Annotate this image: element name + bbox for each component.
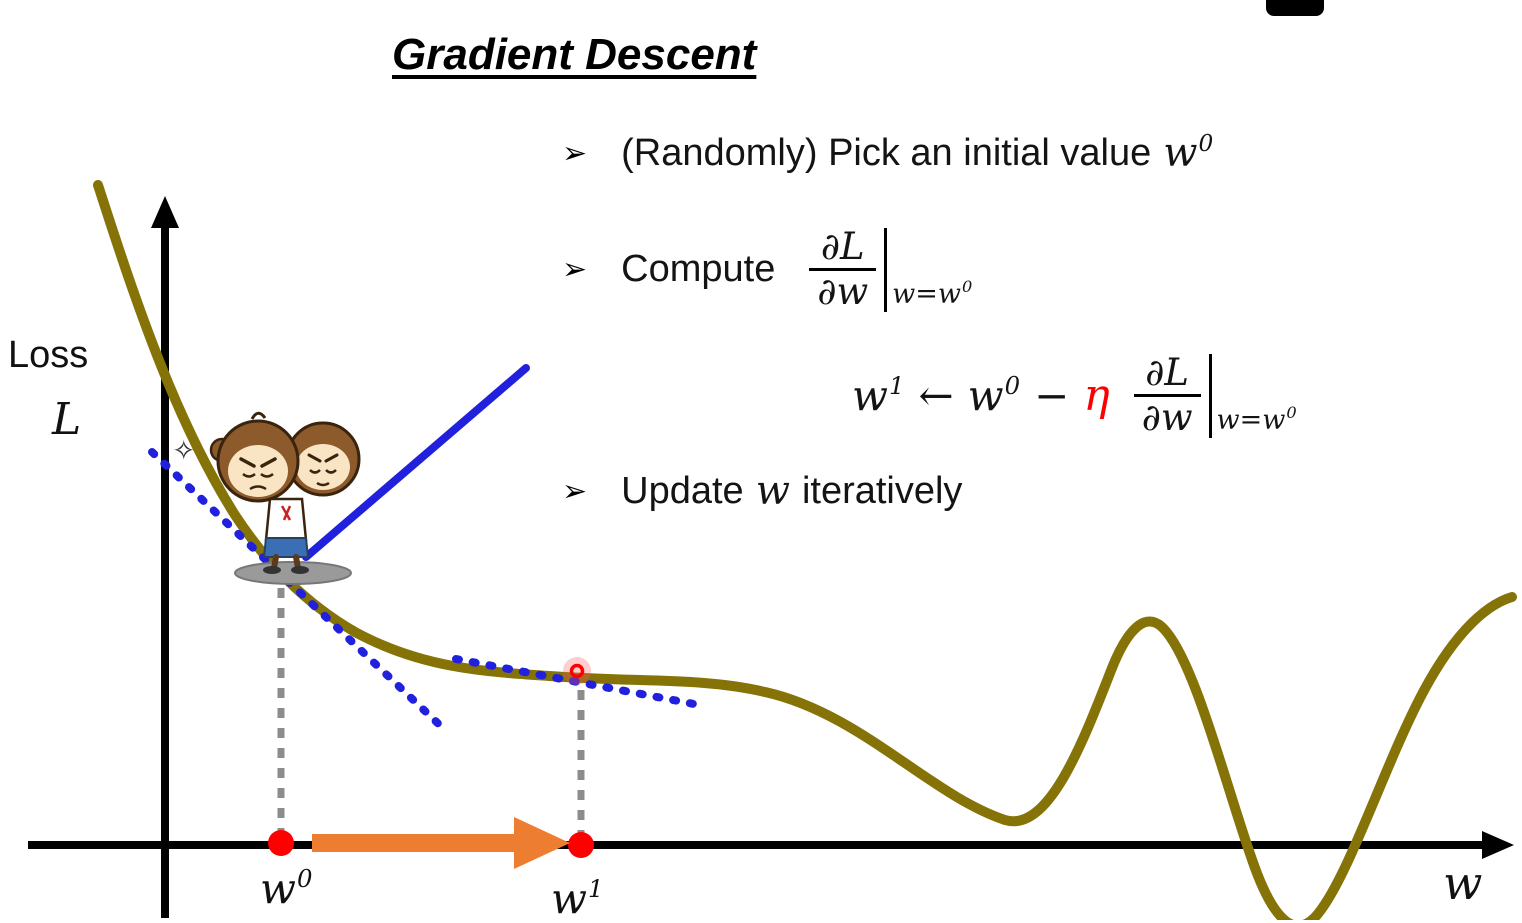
- step-arrow: [312, 817, 570, 869]
- bullet3-pre: Update: [621, 469, 744, 512]
- w1-curve-marker: [569, 663, 585, 679]
- learning-rate-eta: η: [1083, 369, 1110, 421]
- formula-w1: w1: [852, 370, 905, 420]
- bullet-compute-gradient: ➢ Compute ∂L ∂w w=w0: [562, 226, 972, 312]
- partial-derivative-fraction: ∂L ∂w: [809, 226, 877, 312]
- bullet-pick-initial: ➢ (Randomly) Pick an initial value w0: [562, 130, 1213, 176]
- y-axis-label: Loss: [8, 334, 89, 376]
- bullet3-post: iteratively: [801, 469, 963, 512]
- w0-axis-dot: [268, 830, 294, 856]
- w1-axis-dot: [568, 832, 594, 858]
- evaluation-bar: [1208, 354, 1212, 438]
- sparkle-icon: ✧: [172, 435, 196, 466]
- bullet1-text: (Randomly) Pick an initial value: [621, 131, 1152, 174]
- page-title: Gradient Descent: [392, 30, 757, 79]
- y-axis-arrowhead: [151, 196, 179, 228]
- update-formula: w1 ← w0 − η ∂L ∂w w=w0: [852, 352, 1297, 438]
- partial-derivative-fraction: ∂L ∂w: [1133, 352, 1201, 438]
- monkey-shirt: [264, 497, 308, 542]
- bullet3-w: w: [755, 468, 790, 514]
- x-axis-arrowhead: [1482, 831, 1514, 859]
- bullet2-text: Compute: [621, 247, 776, 290]
- character-shadow-board: [234, 561, 352, 585]
- bullet-arrow-icon: ➢: [562, 136, 588, 170]
- assign-arrow: ←: [918, 370, 954, 420]
- w1-label: w1: [551, 874, 604, 923]
- w1-curve-marker-glow: [563, 657, 591, 685]
- evaluated-at-w0: w=w0: [884, 226, 972, 312]
- monkey-front: [209, 411, 310, 574]
- evaluation-bar: [884, 228, 888, 312]
- monkey-shorts: [262, 537, 310, 558]
- bullet-arrow-icon: ➢: [562, 474, 588, 508]
- minus-sign: −: [1034, 370, 1070, 420]
- monkey-character: [209, 411, 361, 574]
- x-axis-label: w: [1443, 856, 1483, 910]
- evaluated-at-w0: w=w0: [1208, 352, 1297, 438]
- w0-label: w0: [260, 864, 313, 913]
- bullet-update-iteratively: ➢ Update w iteratively: [562, 468, 962, 514]
- monkey-shirt-mark: [280, 505, 292, 521]
- tangent-line-w0: [148, 448, 450, 735]
- corner-graphic: [1266, 0, 1324, 16]
- formula-w0: w0: [967, 370, 1021, 420]
- bullet-arrow-icon: ➢: [562, 252, 588, 286]
- bullet1-w: w0: [1163, 130, 1214, 177]
- gradient-pointer-line: [302, 364, 530, 561]
- monkey-head-right: [285, 421, 361, 497]
- tangent-line-w1: [452, 655, 698, 708]
- y-axis-symbol: L: [52, 394, 82, 445]
